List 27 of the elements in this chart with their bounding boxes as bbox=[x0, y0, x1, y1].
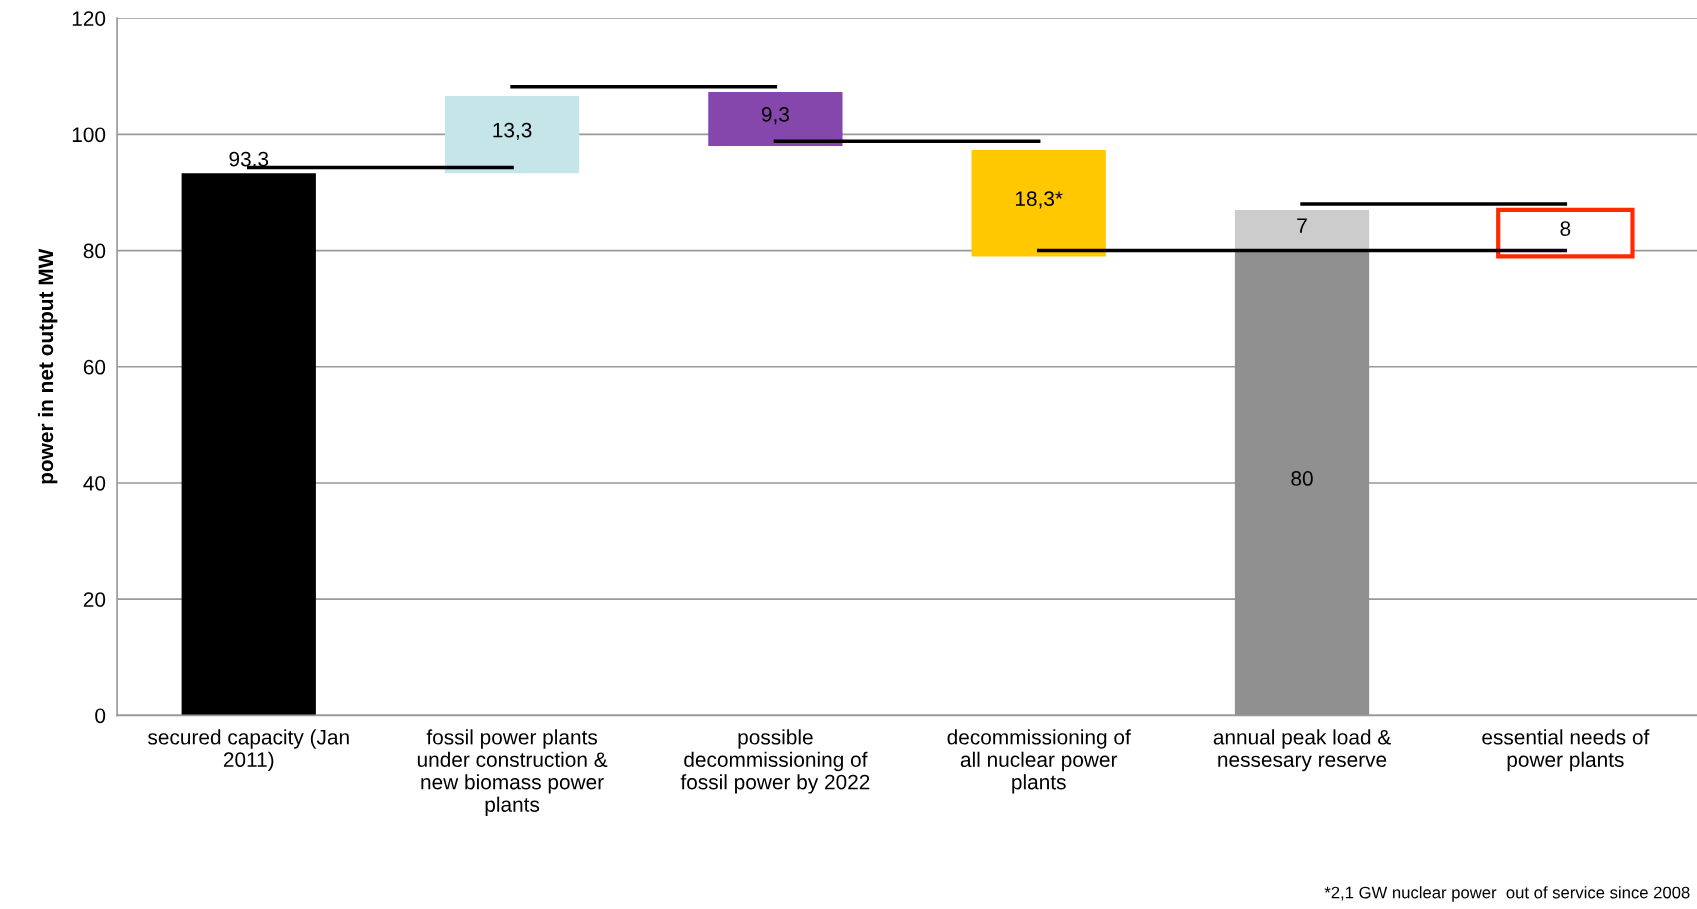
y-tick-label: 20 bbox=[83, 592, 106, 607]
x-tick-label: fossil power plants under construction & new biomass power plants bbox=[417, 729, 608, 817]
x-tick-label: annual peak load & nessesary reserve bbox=[1213, 729, 1391, 772]
data-label: 7 bbox=[1297, 218, 1307, 233]
data-label: 9,3 bbox=[761, 107, 789, 125]
y-tick-label: 0 bbox=[95, 708, 106, 724]
data-label: 18,3* bbox=[1015, 191, 1063, 209]
y-tick-label: 120 bbox=[72, 11, 106, 26]
x-tick-label: decommissioning of all nuclear power plants bbox=[947, 729, 1131, 794]
y-tick-label: 60 bbox=[83, 359, 106, 375]
bar bbox=[1234, 209, 1370, 251]
x-tick-label: possible decommissioning of fossil power by 2022 bbox=[680, 729, 870, 794]
bar bbox=[444, 96, 580, 174]
data-label: 8 bbox=[1560, 221, 1571, 236]
data-label: 13,3 bbox=[493, 122, 532, 140]
text: *2,1 GW nuclear power out of service since 2008 bbox=[1324, 886, 1690, 902]
bar bbox=[971, 150, 1106, 257]
data-label: 80 bbox=[1291, 471, 1313, 486]
y-tick-label: 80 bbox=[83, 243, 106, 259]
x-tick-label: secured capacity (Jan 2011) bbox=[148, 729, 349, 772]
y-tick-label: 100 bbox=[72, 127, 106, 143]
x-tick-label: essential needs of power plants bbox=[1482, 729, 1650, 772]
data-label: 93,3 bbox=[229, 151, 269, 169]
bar bbox=[708, 91, 843, 146]
y-axis-title: power in net output MW bbox=[37, 248, 58, 484]
y-tick-label: 40 bbox=[83, 475, 106, 491]
bar bbox=[181, 173, 316, 716]
